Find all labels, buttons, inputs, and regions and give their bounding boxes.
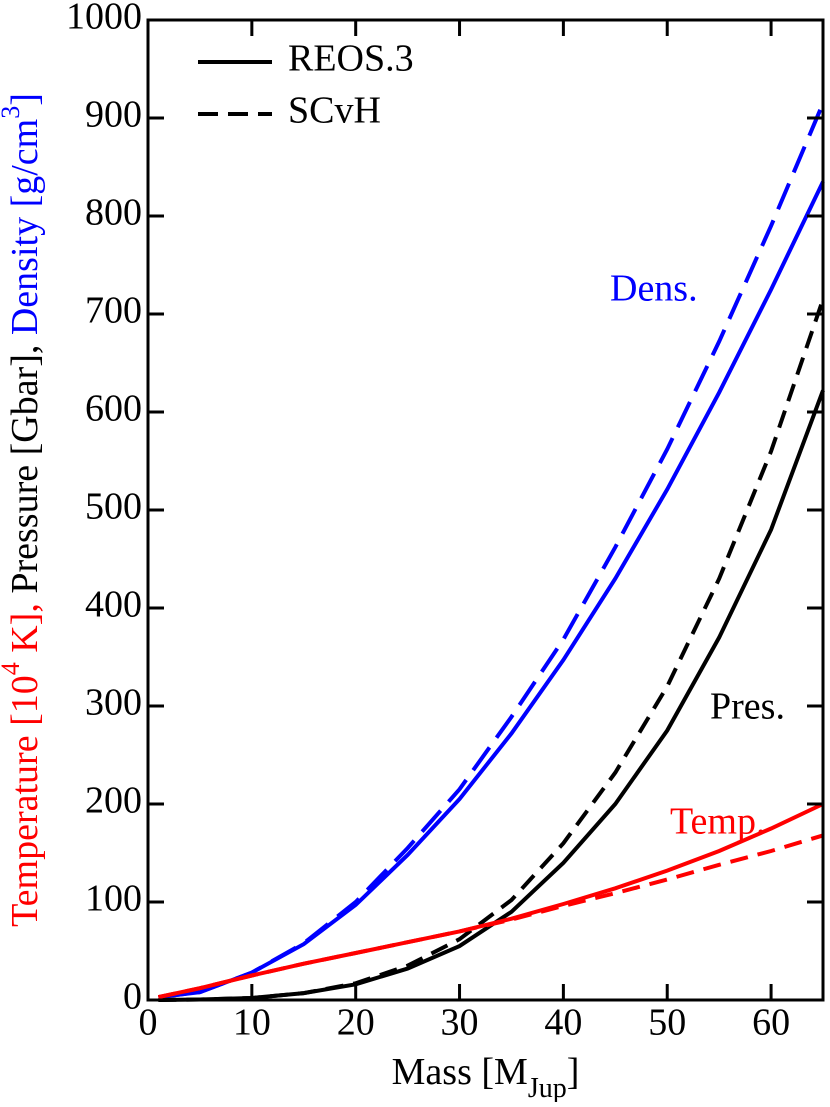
series-annotation: Dens. — [610, 268, 698, 310]
y-tick-label: 200 — [85, 780, 142, 822]
y-tick-label: 700 — [85, 290, 142, 332]
label-part: Density [g/cm — [4, 119, 46, 335]
x-tick-label: 30 — [441, 1002, 479, 1044]
series-line — [158, 389, 825, 1002]
x-tick-label: 40 — [544, 1002, 582, 1044]
series-line — [158, 180, 825, 1000]
x-tick-label: 60 — [752, 1002, 790, 1044]
x-tick-label: 10 — [233, 1002, 271, 1044]
series-line — [157, 833, 824, 1000]
y-tick-label: 300 — [85, 682, 142, 724]
plot-frame — [146, 18, 825, 1002]
y-axis-label: Temperature [104 K], Pressure [Gbar], De… — [0, 93, 46, 927]
y-tick-label: 100 — [85, 878, 142, 920]
y-tick-label: 500 — [85, 486, 142, 528]
y-tick-label: 1000 — [66, 0, 142, 38]
legend-label: SCvH — [288, 90, 381, 132]
label-part: 4 — [0, 662, 25, 675]
x-axis-label: Mass [MJup] — [392, 1051, 580, 1102]
x-tick-label: 50 — [648, 1002, 686, 1044]
series-annotation: Pres. — [710, 686, 785, 728]
label-part: K], — [4, 594, 46, 663]
y-tick-label: 900 — [85, 94, 142, 136]
label-part: ] — [4, 93, 46, 106]
label-part: Jup — [528, 1073, 567, 1102]
x-tick-label: 0 — [139, 1002, 158, 1044]
label-part: Mass [M — [392, 1051, 528, 1093]
label-part: ] — [567, 1051, 580, 1093]
legend-label: REOS.3 — [288, 38, 414, 80]
series-line — [157, 802, 824, 1000]
x-tick-label: 20 — [337, 1002, 375, 1044]
label-part: 3 — [0, 106, 25, 119]
y-tick-label: 0 — [123, 976, 142, 1018]
series-line — [158, 298, 825, 1002]
series-line — [158, 102, 825, 1000]
series-annotation: Temp. — [670, 801, 765, 843]
label-part: Pressure [Gbar], — [4, 335, 46, 594]
y-tick-label: 800 — [85, 192, 142, 234]
y-tick-label: 600 — [85, 388, 142, 430]
y-tick-label: 400 — [85, 584, 142, 626]
label-part: Temperature [10 — [4, 675, 46, 927]
